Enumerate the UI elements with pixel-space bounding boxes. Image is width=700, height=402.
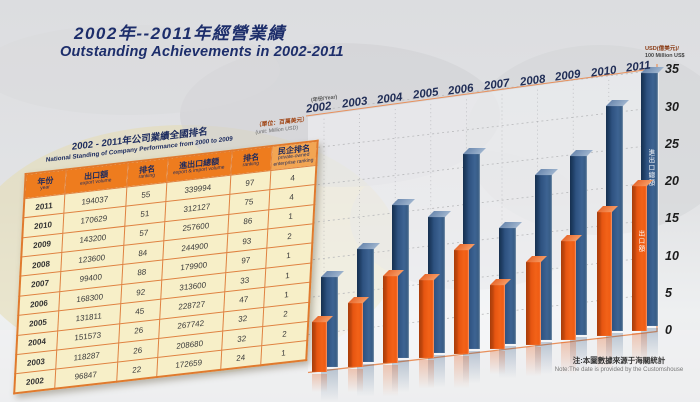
bar-top-face [321,271,344,278]
export-bar-2011: 出口額 [632,180,654,331]
y-tick-10: 10 [665,248,679,263]
bar-reflection [570,337,588,374]
year-label-2005: 2005 [412,86,440,102]
bar-reflection [321,369,338,402]
y-tick-15: 15 [665,211,679,226]
y-tick-20: 20 [665,174,679,188]
export-bar-2002 [312,315,333,372]
year-label-2002: 2002 [305,99,333,116]
source-note-zh: 注:本圖數據來源于海關統計 [572,356,666,365]
bar-top-face [427,211,451,218]
bar-reflection [356,364,374,401]
year-label-2004: 2004 [376,90,404,107]
year-label-2010: 2010 [590,64,618,80]
bar-reflection [534,341,552,378]
export-bar-2005 [418,273,440,359]
bar-reflection [392,359,410,396]
legend-total-label: 進出口總額 [646,148,654,187]
bar-top-face [605,99,629,106]
bar-reflection [561,342,577,379]
bar-top-face [570,149,594,156]
y-tick-30: 30 [665,99,679,114]
export-bar-2010 [596,206,618,336]
source-note-en: Note:The date is provided by the Customs… [554,367,684,374]
y-axis-label-zh: USD(億美元)/ [645,46,679,52]
export-bar-2009 [561,234,583,341]
page-title-en: Outstanding Achievements in 2002-2011 [60,43,344,60]
year-label-2009: 2009 [554,68,582,84]
bar-reflection [499,346,516,383]
y-axis-label: USD(億美元)/ 100 Million US$ [645,46,700,60]
bar-reflection [418,360,434,392]
page-title-zh: 2002年--2011年經營業績 [74,24,286,43]
bar-top-face [392,199,416,206]
bar-reflection [383,364,399,400]
bar-reflection [525,346,541,380]
year-label-2008: 2008 [518,73,546,89]
bar-reflection [312,374,327,395]
bar-reflection [641,327,659,364]
bar-reflection [427,355,445,392]
bar-reflection [632,332,648,369]
legend-export-label: 出口額 [636,229,644,253]
bar-reflection [454,355,470,392]
bar-reflection [596,337,612,374]
page-title: 2002年--2011年經營業績 Outstanding Achievement… [60,24,344,60]
bar-reflection [605,332,623,369]
bar-reflection [490,351,505,377]
bar-top-face [463,148,487,155]
y-tick-25: 25 [665,136,679,151]
export-bar-2008 [525,255,547,345]
y-axis-label-en: 100 Million US$ [645,52,685,59]
bar-reflection [347,369,363,396]
y-tick-35: 35 [665,62,679,77]
y-tick-5: 5 [665,285,672,300]
export-bar-2006 [454,243,476,354]
year-label-2003: 2003 [340,95,368,111]
export-bar-2004 [383,270,405,363]
bar-top-face [356,242,380,249]
year-label-2007: 2007 [483,77,511,93]
year-label-2006: 2006 [447,82,475,98]
bar-top-face [534,169,558,176]
source-note: 注:本圖數據來源于海關統計 Note:The date is provided … [540,356,698,374]
export-bar-2003 [347,297,369,368]
bar-reflection [463,350,481,387]
export-bar-2007 [490,279,511,350]
y-tick-0: 0 [665,323,672,337]
bar-top-face [499,222,522,229]
